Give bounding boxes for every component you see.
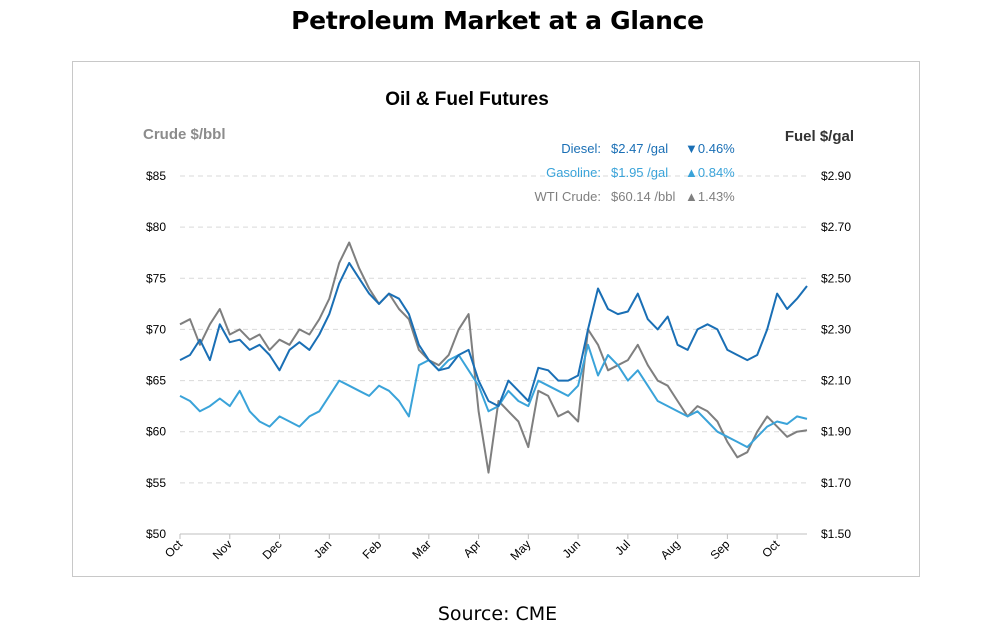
x-tick-label: Jun <box>560 537 584 561</box>
page-title: Petroleum Market at a Glance <box>291 6 704 35</box>
x-tick-label: Sep <box>707 537 732 562</box>
y-tick-label-left: $60 <box>146 425 166 439</box>
series-line-crude <box>179 241 808 474</box>
legend-change: ▼0.46% <box>685 141 735 156</box>
left-axis-title: Crude $/bbl <box>143 126 226 143</box>
y-tick-label-left: $75 <box>146 271 166 285</box>
y-tick-label-right: $2.50 <box>821 271 851 285</box>
y-tick-label-left: $85 <box>146 169 166 183</box>
text-layer: $85 $2.90 $80 $2.70 $75 $2.50 $70 $2.30 $65 $2.10… <box>143 89 854 563</box>
x-tick-label: May <box>508 537 534 563</box>
series-line-diesel <box>179 261 808 408</box>
y-tick-label-left: $70 <box>146 322 166 336</box>
grid-layer <box>180 175 807 484</box>
x-tick-label: Mar <box>409 537 434 562</box>
y-tick-label-left: $55 <box>146 476 166 490</box>
y-tick-label-left: $50 <box>146 527 166 541</box>
chart-panel: $85 $2.90 $80 $2.70 $75 $2.50 $70 $2.30 $65 $2.10… <box>72 61 920 577</box>
oil-fuel-futures-chart: $85 $2.90 $80 $2.70 $75 $2.50 $70 $2.30 $65 $2.10… <box>143 89 854 563</box>
y-tick-label-right: $2.90 <box>821 169 851 183</box>
y-tick-label-right: $1.90 <box>821 425 851 439</box>
source-note: Source: CME <box>437 603 558 625</box>
right-axis-title: Fuel $/gal <box>785 128 854 145</box>
legend-label: WTI Crude: <box>535 189 601 204</box>
chart-title: Oil & Fuel Futures <box>385 89 549 110</box>
legend-label: Diesel: <box>561 141 601 156</box>
axis-layer <box>179 533 807 539</box>
legend-value: $1.95 /gal <box>611 165 668 180</box>
series-line-gasoline <box>179 343 808 449</box>
x-tick-label: Jul <box>612 537 633 558</box>
x-tick-label: Nov <box>210 537 235 562</box>
y-tick-label-right: $2.70 <box>821 220 851 234</box>
x-tick-label: Oct <box>759 537 783 561</box>
y-tick-label-right: $1.50 <box>821 527 851 541</box>
x-tick-label: Feb <box>360 537 385 562</box>
legend-value: $60.14 /bbl <box>611 189 675 204</box>
x-tick-label: Dec <box>260 537 285 562</box>
y-tick-label-right: $2.10 <box>821 374 851 388</box>
legend-change: ▲0.84% <box>685 165 735 180</box>
series-layer <box>179 241 808 474</box>
x-tick-label: Jan <box>311 537 335 561</box>
legend-change: ▲1.43% <box>685 189 735 204</box>
y-tick-label-right: $2.30 <box>821 322 851 336</box>
legend-value: $2.47 /gal <box>611 141 668 156</box>
y-tick-label-right: $1.70 <box>821 476 851 490</box>
legend-label: Gasoline: <box>546 165 601 180</box>
x-tick-label: Apr <box>461 537 484 560</box>
y-tick-label-left: $65 <box>146 374 166 388</box>
x-tick-label: Aug <box>658 537 683 562</box>
y-tick-label-left: $80 <box>146 220 166 234</box>
